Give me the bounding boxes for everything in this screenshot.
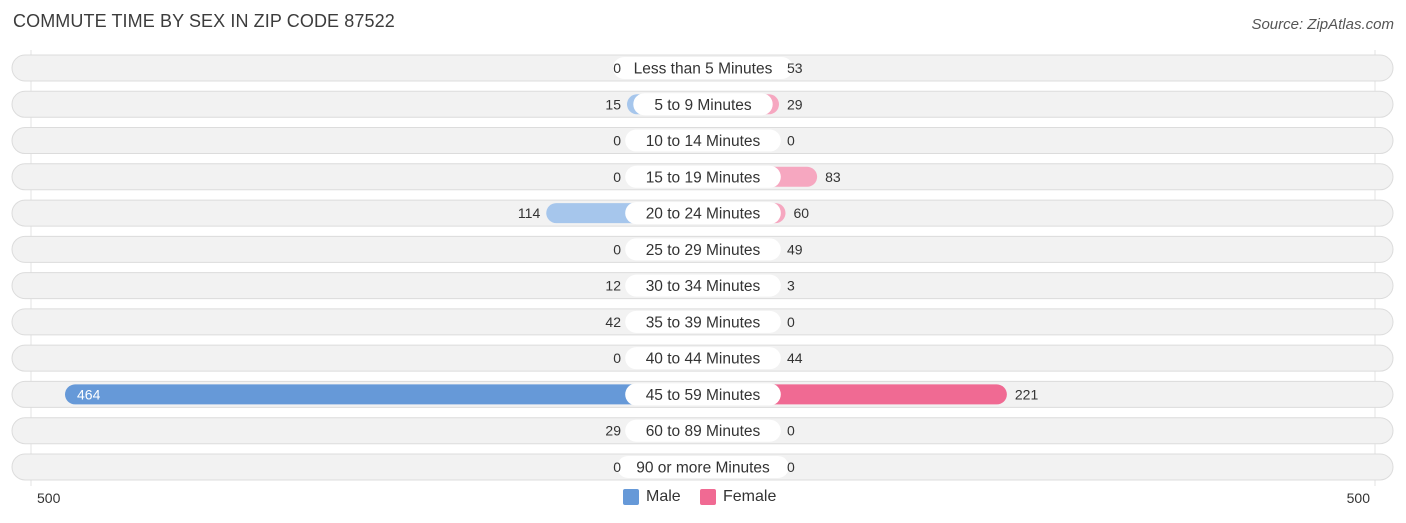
value-label-male: 0 xyxy=(613,60,621,76)
category-label-bg xyxy=(613,57,793,79)
category-label-bg xyxy=(625,310,781,333)
category-label-bg xyxy=(625,165,781,188)
legend-item-male: Male xyxy=(623,488,681,506)
category-label-bg xyxy=(617,455,789,478)
category-label-bg xyxy=(625,347,781,370)
category-label: 15 to 19 Minutes xyxy=(646,169,761,186)
category-label: 35 to 39 Minutes xyxy=(646,314,761,331)
category-label-bg xyxy=(625,202,781,225)
axis-label-right: 500 xyxy=(1346,490,1370,506)
value-label-male: 15 xyxy=(605,96,621,112)
category-label-bg xyxy=(625,419,781,442)
value-label-female: 53 xyxy=(787,60,803,76)
value-label-female: 60 xyxy=(794,205,810,221)
value-label-female: 0 xyxy=(787,314,795,330)
value-label-male: 29 xyxy=(605,423,621,439)
legend-swatch-male xyxy=(623,489,639,505)
axis-label-left: 500 xyxy=(37,490,61,506)
value-label-male: 12 xyxy=(605,278,621,294)
legend-item-female: Female xyxy=(700,488,776,506)
value-label-female: 221 xyxy=(1015,386,1039,402)
value-label-male: 464 xyxy=(77,386,101,402)
value-label-male: 0 xyxy=(613,241,621,257)
category-label-bg xyxy=(625,274,781,297)
value-label-male: 42 xyxy=(605,314,621,330)
category-label: Less than 5 Minutes xyxy=(634,61,773,78)
category-label: 10 to 14 Minutes xyxy=(646,133,761,150)
value-label-female: 83 xyxy=(825,169,841,185)
commute-chart: Less than 5 Minutes 0 53 5 to 9 Minutes 15 29… xyxy=(11,50,1394,486)
category-label: 20 to 24 Minutes xyxy=(646,206,761,223)
value-label-male: 0 xyxy=(613,133,621,149)
value-label-male: 0 xyxy=(613,350,621,366)
category-label: 45 to 59 Minutes xyxy=(646,387,761,404)
value-label-male: 0 xyxy=(613,459,621,475)
value-label-female: 0 xyxy=(787,459,795,475)
category-label: 5 to 9 Minutes xyxy=(654,97,752,114)
category-label: 25 to 29 Minutes xyxy=(646,242,761,259)
category-label-bg xyxy=(625,383,781,406)
value-label-male: 114 xyxy=(518,205,541,221)
source-label: Source: ZipAtlas.com xyxy=(1251,16,1394,33)
category-label-bg xyxy=(633,93,773,116)
chart-title: COMMUTE TIME BY SEX IN ZIP CODE 87522 xyxy=(13,11,395,31)
legend: Male Female xyxy=(0,488,1406,508)
category-label: 60 to 89 Minutes xyxy=(646,423,761,440)
category-label: 40 to 44 Minutes xyxy=(646,351,761,368)
value-label-female: 0 xyxy=(787,133,795,149)
bar-male xyxy=(65,384,703,405)
legend-label-female: Female xyxy=(723,488,777,505)
legend-swatch-female xyxy=(700,489,716,505)
value-label-female: 44 xyxy=(787,350,803,366)
value-label-male: 0 xyxy=(613,169,621,185)
value-label-female: 49 xyxy=(787,241,803,257)
value-label-female: 0 xyxy=(787,423,795,439)
category-label: 30 to 34 Minutes xyxy=(646,278,761,295)
category-label: 90 or more Minutes xyxy=(636,459,770,476)
legend-label-male: Male xyxy=(646,488,681,505)
value-label-female: 29 xyxy=(787,96,803,112)
category-label-bg xyxy=(625,238,781,261)
category-label-bg xyxy=(625,129,781,152)
value-label-female: 3 xyxy=(787,278,795,294)
